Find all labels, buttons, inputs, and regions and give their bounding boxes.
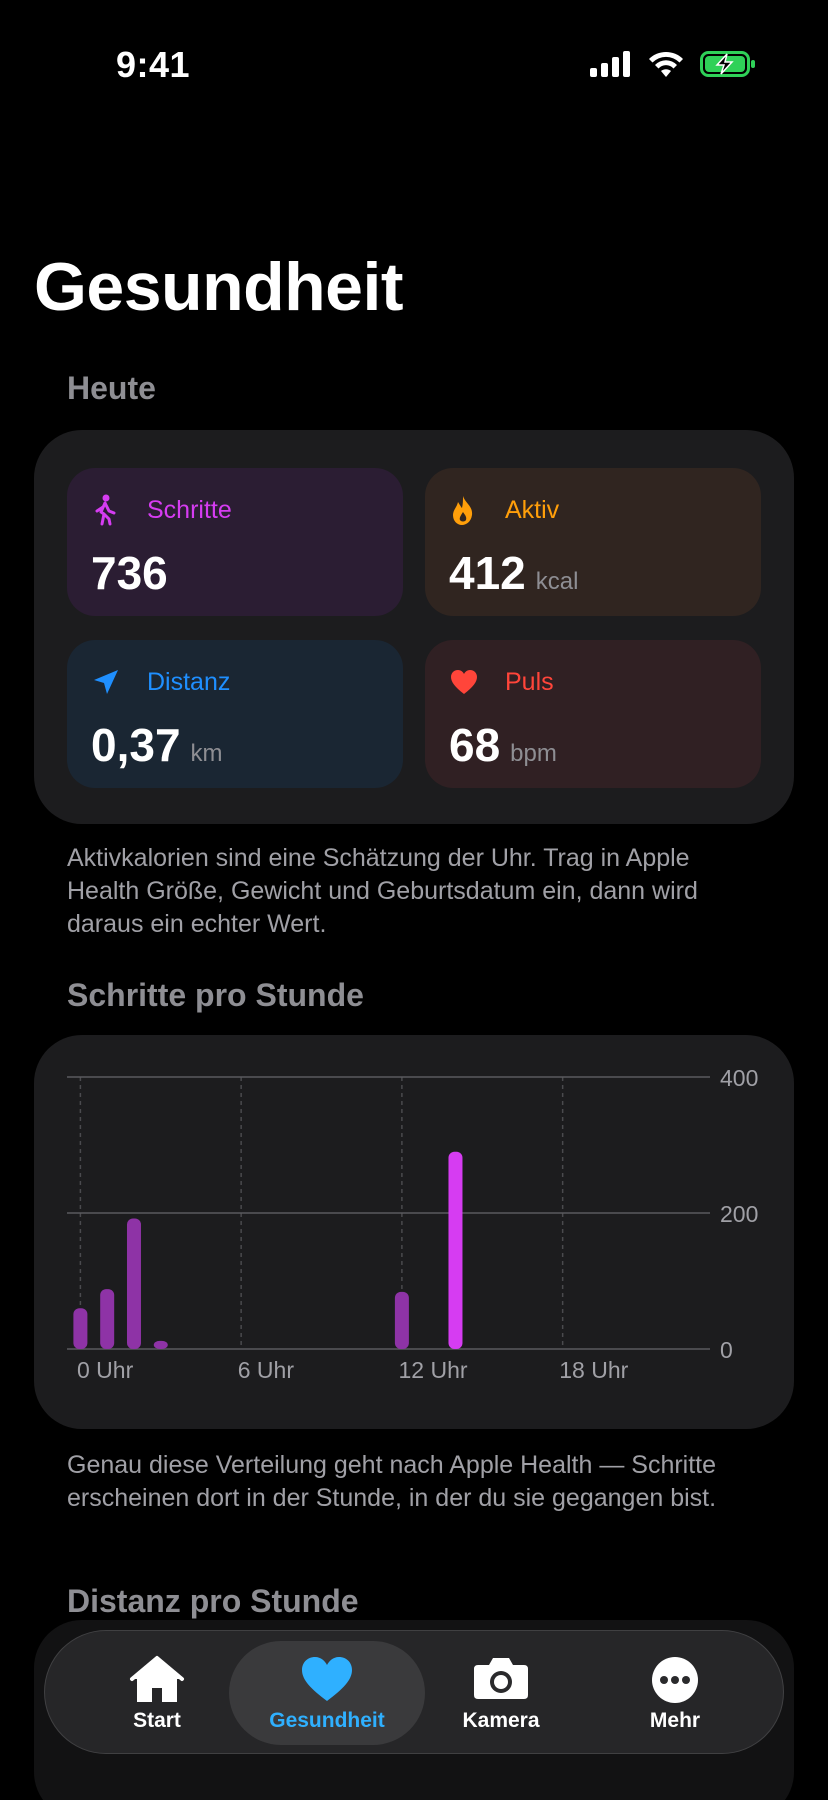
steps-value-row: 736 (91, 546, 168, 600)
active-tile-icon-wrap (449, 494, 477, 526)
tab-kamera[interactable]: Kamera (403, 1641, 599, 1745)
section-label-today: Heute (67, 370, 156, 406)
page-title: Gesundheit (34, 249, 404, 325)
steps-chart-card: 400 200 0 0 Uhr 6 Uhr 12 Uhr 18 Uhr (34, 1035, 794, 1429)
wifi-icon (649, 51, 683, 77)
distance-value-row: 0,37 km (91, 718, 223, 772)
distance-value: 0,37 (91, 719, 181, 771)
pulse-value-row: 68 bpm (449, 718, 557, 772)
section-label-distance-per-hour: Distanz pro Stunde (67, 1583, 359, 1619)
steps-tile-icon-wrap (91, 494, 119, 526)
status-icons (590, 50, 756, 78)
cellular-signal-icon (590, 51, 630, 77)
battery-charging-icon (700, 51, 755, 77)
heart-rate-tile[interactable]: Puls 68 bpm (425, 640, 761, 788)
heart-icon (451, 670, 477, 694)
today-summary-card: Schritte 736 Aktiv 412 kcal Distanz 0,37… (34, 430, 794, 824)
tab-start-label: Start (133, 1709, 181, 1732)
steps-chart-footnote: Genau diese Verteilung geht nach Apple H… (67, 1451, 717, 1512)
distance-tile[interactable]: Distanz 0,37 km (67, 640, 403, 788)
camera-icon (474, 1658, 528, 1699)
tab-mehr-label: Mehr (649, 1709, 701, 1732)
active-value-row: 412 kcal (449, 546, 578, 600)
pulse-label: Puls (505, 668, 554, 696)
flame-icon (453, 496, 473, 525)
ellipsis-circle-icon (652, 1657, 698, 1703)
x-tick-label: 6 Uhr (238, 1357, 295, 1383)
heart-icon (302, 1657, 352, 1701)
bar-hour-1 (100, 1289, 115, 1349)
pulse-unit: bpm (510, 740, 557, 767)
steps-label: Schritte (147, 496, 232, 524)
steps-per-hour-chart: 400 200 0 0 Uhr 6 Uhr 12 Uhr 18 Uhr (67, 1065, 758, 1383)
y-tick-label: 400 (720, 1065, 758, 1091)
bar-hour-0 (73, 1308, 88, 1349)
bar-hour-14 (448, 1151, 463, 1349)
status-time: 9:41 (116, 44, 191, 85)
x-tick-label: 18 Uhr (559, 1357, 628, 1383)
steps-tile[interactable]: Schritte 736 (67, 468, 403, 616)
tab-kamera-label: Kamera (462, 1709, 540, 1732)
active-value: 412 (449, 547, 526, 599)
bar-hour-12 (394, 1291, 409, 1349)
figure-walk-icon (95, 494, 116, 526)
bar-hour-3 (153, 1340, 168, 1349)
y-tick-label: 200 (720, 1201, 758, 1227)
y-tick-label: 0 (720, 1337, 733, 1363)
tab-bar: Start Gesundheit Kamera Mehr (44, 1630, 784, 1754)
section-label-steps-per-hour: Schritte pro Stunde (67, 977, 364, 1013)
distance-tile-icon-wrap (91, 666, 121, 698)
status-bar: 9:41 (0, 0, 828, 120)
pulse-tile-icon-wrap (449, 666, 479, 698)
x-tick-label: 0 Uhr (77, 1357, 134, 1383)
active-label: Aktiv (505, 496, 560, 524)
today-footnote: Aktivkalorien sind eine Schätzung der Uh… (67, 844, 698, 938)
active-unit: kcal (535, 568, 579, 595)
tab-gesundheit-label: Gesundheit (269, 1709, 385, 1732)
house-icon (130, 1656, 184, 1702)
active-energy-tile[interactable]: Aktiv 412 kcal (425, 468, 761, 616)
tab-mehr[interactable]: Mehr (577, 1641, 773, 1745)
tab-gesundheit[interactable]: Gesundheit (229, 1641, 425, 1745)
location-arrow-icon (94, 670, 118, 694)
bar-hour-2 (126, 1218, 141, 1349)
pulse-value: 68 (449, 719, 501, 771)
distance-label: Distanz (147, 668, 231, 696)
distance-unit: km (190, 740, 223, 767)
tab-start[interactable]: Start (59, 1641, 255, 1745)
steps-value: 736 (91, 547, 168, 599)
x-tick-label: 12 Uhr (399, 1357, 468, 1383)
